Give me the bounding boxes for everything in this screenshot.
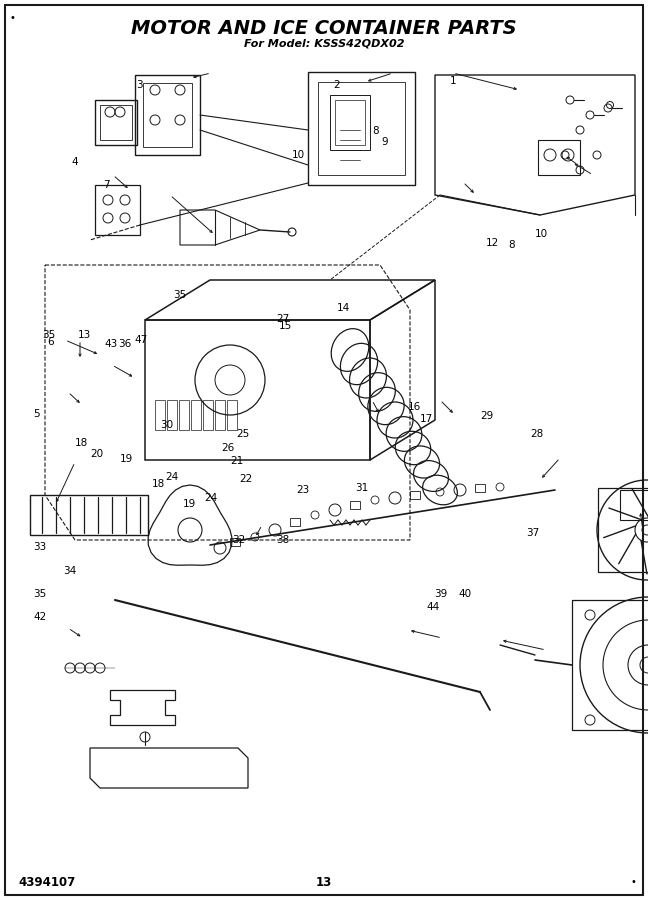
- Text: 25: 25: [237, 428, 249, 439]
- Text: MOTOR AND ICE CONTAINER PARTS: MOTOR AND ICE CONTAINER PARTS: [131, 19, 517, 38]
- Text: 3: 3: [136, 80, 143, 91]
- Text: 27: 27: [277, 314, 290, 325]
- Text: 16: 16: [408, 401, 421, 412]
- Text: 38: 38: [276, 535, 289, 545]
- Text: 2: 2: [334, 80, 340, 91]
- Text: 5: 5: [34, 409, 40, 419]
- Text: 35: 35: [34, 589, 47, 599]
- Text: 37: 37: [526, 527, 539, 538]
- Text: 19: 19: [120, 454, 133, 464]
- Text: 10: 10: [535, 229, 548, 239]
- Text: 32: 32: [232, 535, 245, 545]
- Text: 47: 47: [135, 335, 148, 346]
- Text: 8: 8: [509, 239, 515, 250]
- Text: 7: 7: [104, 179, 110, 190]
- Text: •: •: [630, 877, 636, 887]
- Text: 15: 15: [279, 320, 292, 331]
- Text: 28: 28: [530, 428, 543, 439]
- Text: 24: 24: [165, 472, 178, 482]
- Text: 4: 4: [71, 157, 78, 167]
- Text: 10: 10: [292, 149, 305, 160]
- Text: 24: 24: [204, 492, 217, 503]
- Text: For Model: KSSS42QDX02: For Model: KSSS42QDX02: [244, 38, 404, 48]
- Text: 13: 13: [316, 876, 332, 888]
- Text: 31: 31: [355, 482, 368, 493]
- Text: 35: 35: [42, 329, 55, 340]
- Text: 21: 21: [230, 455, 243, 466]
- Text: 18: 18: [152, 479, 165, 490]
- Text: 6: 6: [47, 337, 54, 347]
- Text: 35: 35: [174, 290, 187, 301]
- Text: 44: 44: [426, 602, 439, 613]
- Text: 42: 42: [34, 611, 47, 622]
- Bar: [167, 400, 177, 430]
- Text: 17: 17: [420, 413, 433, 424]
- Bar: [227, 400, 237, 430]
- Text: 30: 30: [161, 419, 174, 430]
- Bar: [155, 400, 165, 430]
- Text: 1: 1: [450, 76, 457, 86]
- Bar: [215, 400, 225, 430]
- Text: 22: 22: [240, 473, 253, 484]
- Text: 33: 33: [34, 542, 47, 553]
- Text: 23: 23: [297, 484, 310, 495]
- Bar: [203, 400, 213, 430]
- Text: 4394107: 4394107: [18, 876, 75, 888]
- Text: 19: 19: [183, 499, 196, 509]
- Text: 43: 43: [105, 338, 118, 349]
- Text: 14: 14: [337, 302, 350, 313]
- Text: 34: 34: [64, 566, 76, 577]
- Text: 8: 8: [373, 125, 379, 136]
- Text: 12: 12: [486, 238, 499, 248]
- Text: 39: 39: [434, 589, 447, 599]
- Text: 13: 13: [78, 329, 91, 340]
- Text: 20: 20: [91, 448, 104, 459]
- Text: •: •: [9, 13, 15, 23]
- Text: 9: 9: [381, 137, 388, 148]
- Bar: [179, 400, 189, 430]
- Text: 40: 40: [459, 589, 472, 599]
- Bar: [330, 95, 370, 150]
- Bar: [538, 140, 580, 175]
- Bar: [598, 488, 648, 572]
- Text: 36: 36: [118, 338, 131, 349]
- Text: 29: 29: [481, 410, 494, 421]
- Text: 26: 26: [222, 443, 235, 454]
- Bar: [335, 100, 365, 145]
- Text: 18: 18: [75, 437, 88, 448]
- Bar: [191, 400, 201, 430]
